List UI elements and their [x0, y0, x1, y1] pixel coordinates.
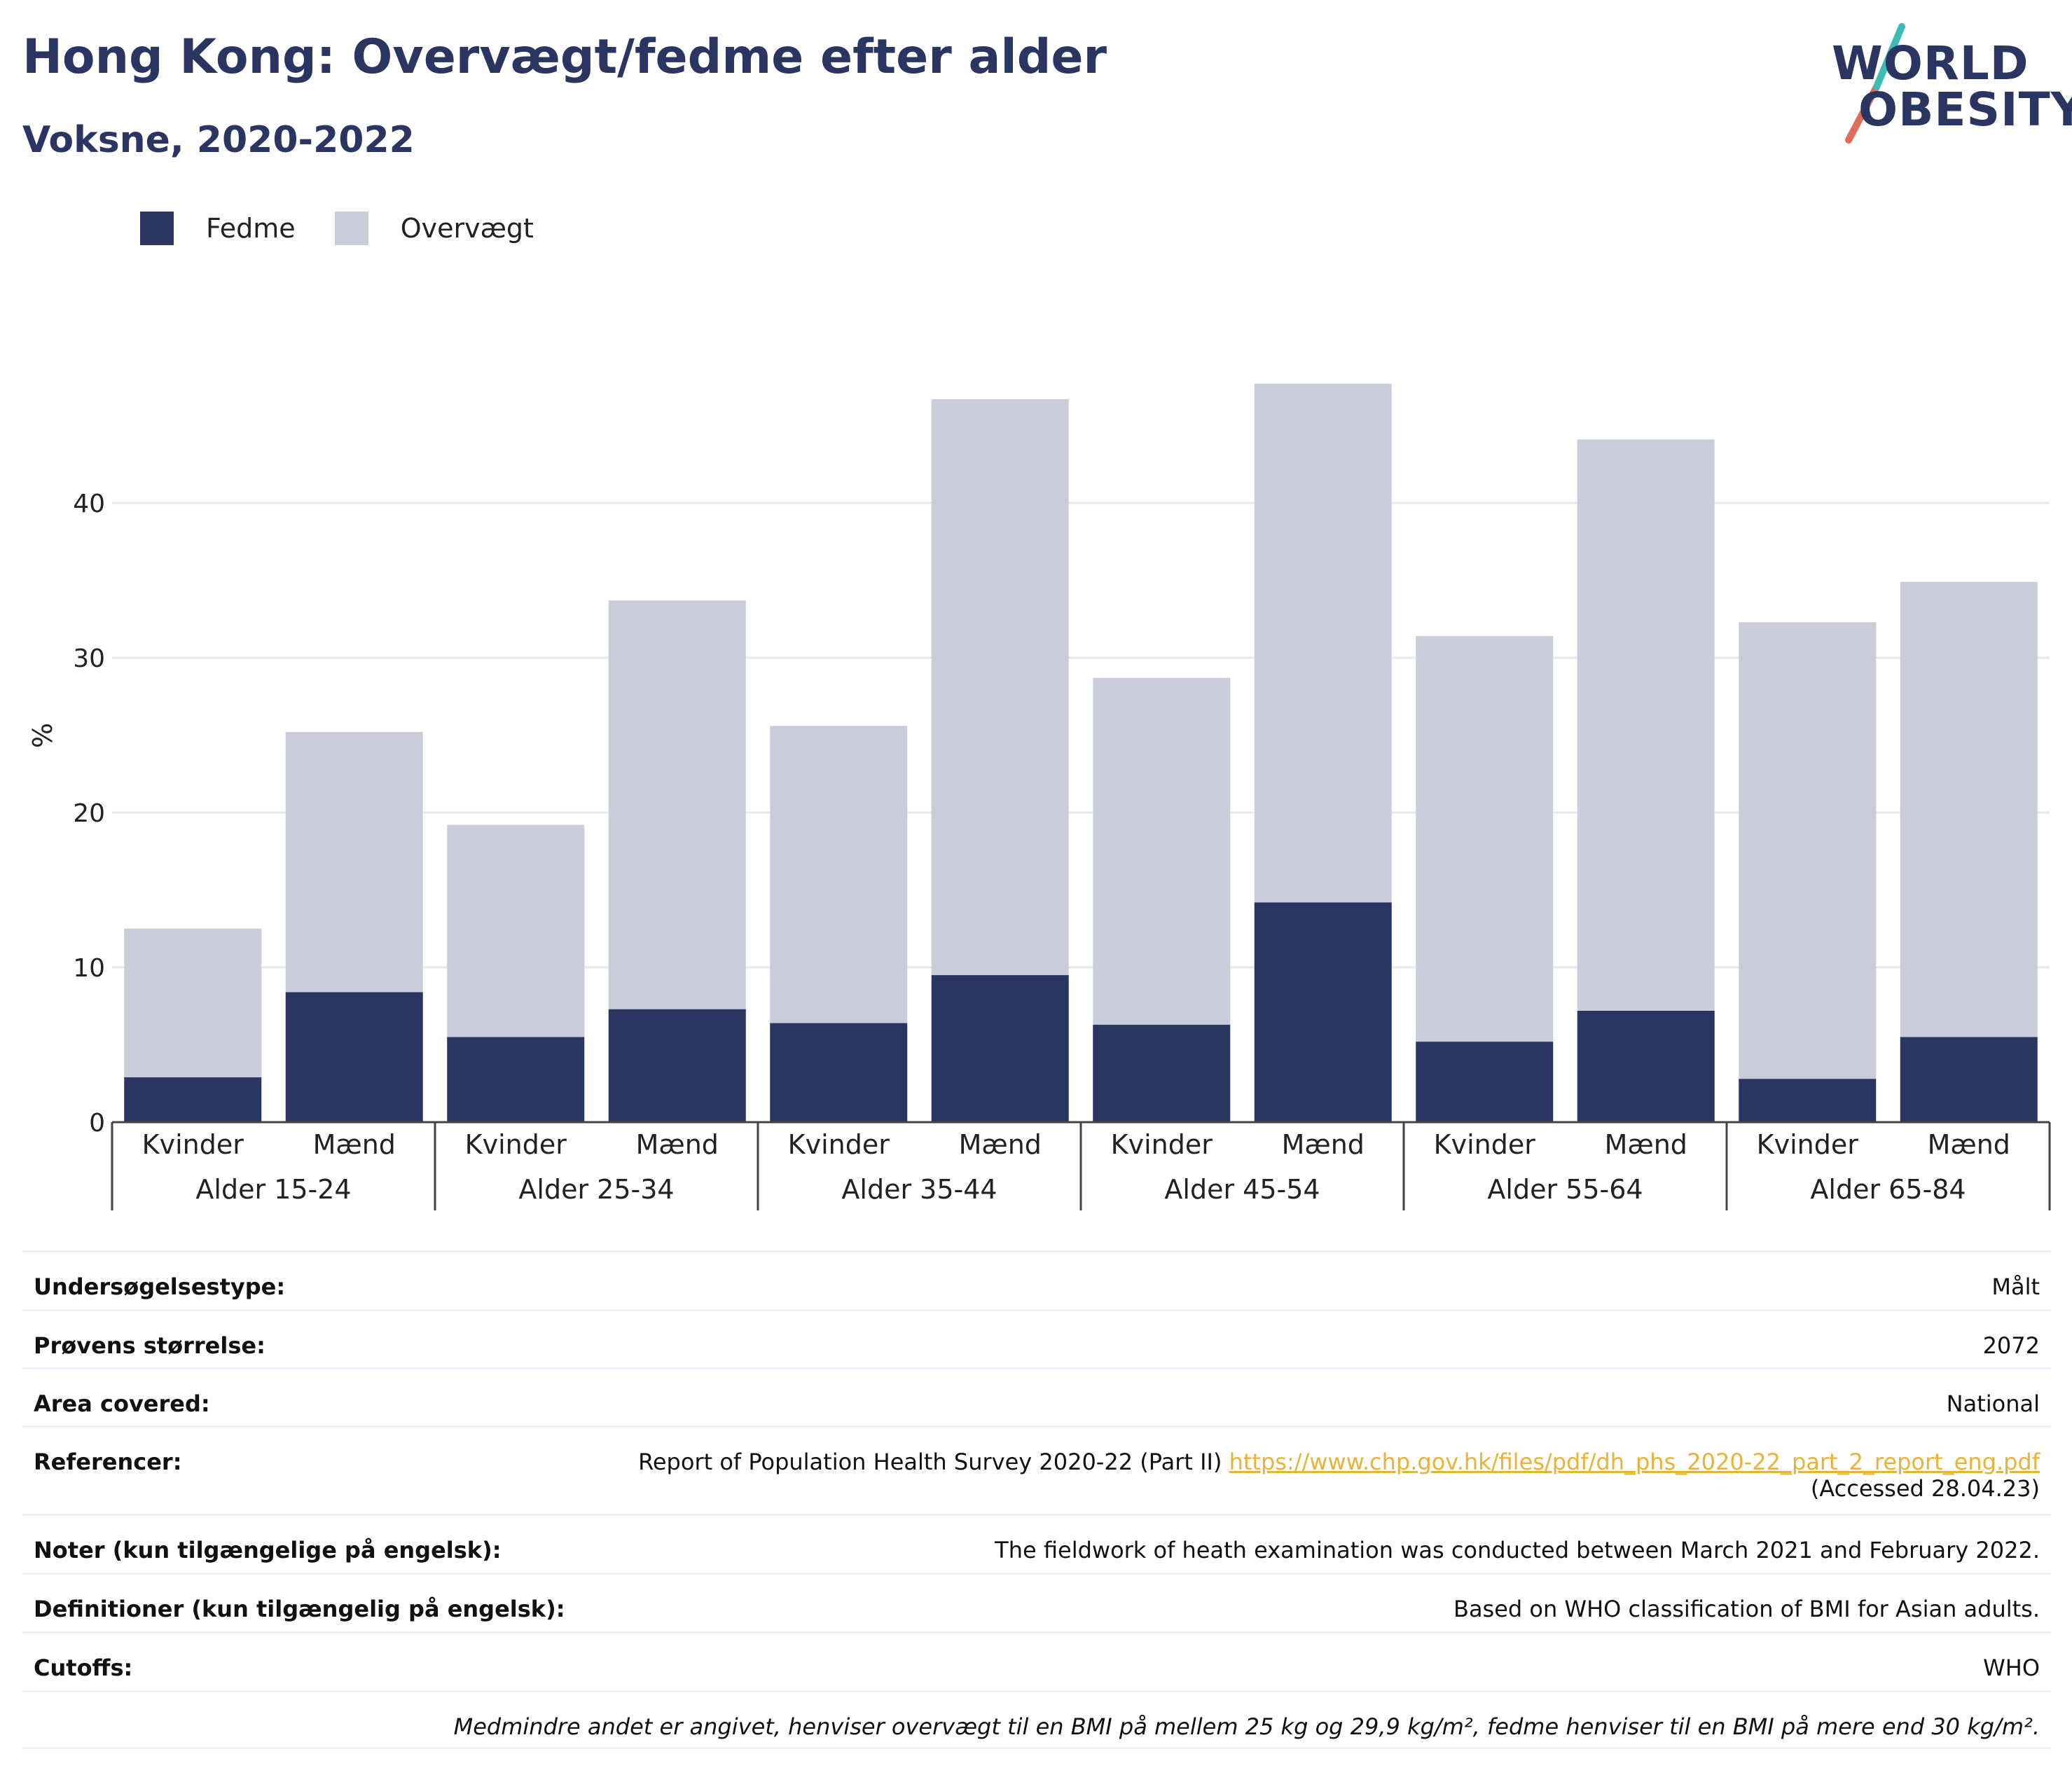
y-axis-label: %: [27, 723, 58, 748]
info-row-definitions: Definitioner (kun tilgængelig på engelsk…: [22, 1573, 2051, 1631]
info-row-sample-size: Prøvens størrelse: 2072: [22, 1309, 2051, 1367]
x-group-label: Alder 15-24: [195, 1174, 351, 1205]
bar-overvaegt: [1416, 636, 1554, 1042]
info-row-footnote: Medmindre andet er angivet, henviser ove…: [22, 1690, 2051, 1749]
bar-fedme: [931, 975, 1069, 1122]
info-value: The fieldwork of heath examination was c…: [995, 1537, 2040, 1563]
bar-fedme: [1254, 902, 1392, 1122]
x-group-label: Alder 45-54: [1164, 1174, 1320, 1205]
logo-line2: OBESITY: [1858, 83, 2072, 137]
bar-overvaegt: [1739, 622, 1877, 1079]
info-label: Definitioner (kun tilgængelig på engelsk…: [34, 1596, 565, 1622]
bar-fedme: [770, 1023, 908, 1122]
info-value: 2072: [1982, 1332, 2040, 1359]
legend-item-overvaegt[interactable]: Overvægt: [334, 212, 534, 245]
info-row-notes: Noter (kun tilgængelige på engelsk): The…: [22, 1514, 2051, 1573]
bar-chart: 0 10 20 30 40% Kvinder Mænd Kvinder Mænd Kvinder M…: [27, 383, 2051, 1210]
info-label: Prøvens størrelse:: [34, 1332, 265, 1359]
x-tick-label-sex: Mænd: [1605, 1129, 1687, 1160]
x-tick-label-sex: Kvinder: [465, 1129, 567, 1160]
page-title: Hong Kong: Overvægt/fedme efter alder: [22, 29, 1107, 85]
legend-item-fedme[interactable]: Fedme: [140, 212, 296, 245]
info-row-references: Referencer: Report of Population Health …: [22, 1425, 2051, 1514]
info-label: Area covered:: [34, 1390, 210, 1417]
x-tick-label-sex: Kvinder: [788, 1129, 890, 1160]
x-tick-label-sex: Kvinder: [1434, 1129, 1536, 1160]
x-tick-label-sex: Kvinder: [1111, 1129, 1213, 1160]
bar-overvaegt: [1577, 439, 1715, 1011]
x-group-label: Alder 55-64: [1487, 1174, 1643, 1205]
bar-fedme: [1577, 1010, 1715, 1122]
info-row-cutoffs: Cutoffs: WHO: [22, 1631, 2051, 1690]
x-group-label: Alder 25-34: [518, 1174, 674, 1205]
footnote-text: Medmindre andet er angivet, henviser ove…: [453, 1713, 2040, 1740]
info-value: Målt: [1991, 1273, 2040, 1300]
bar-overvaegt: [285, 732, 423, 993]
bar-overvaegt: [1093, 677, 1231, 1025]
info-value: Based on WHO classification of BMI for A…: [1453, 1596, 2040, 1622]
info-row-area: Area covered: National: [22, 1367, 2051, 1425]
chart-legend: Fedme Overvægt: [140, 210, 573, 247]
x-tick-label-sex: Mænd: [1282, 1129, 1365, 1160]
info-value: Report of Population Health Survey 2020-…: [638, 1449, 2040, 1502]
bar-overvaegt: [1254, 383, 1392, 903]
info-value: WHO: [1983, 1655, 2040, 1681]
bar-fedme: [1416, 1042, 1554, 1122]
page-subtitle: Voksne, 2020-2022: [22, 119, 415, 161]
info-value: National: [1946, 1390, 2040, 1417]
bar-fedme: [608, 1009, 746, 1122]
reference-text: Report of Population Health Survey 2020-…: [638, 1449, 1229, 1475]
bar-overvaegt: [124, 928, 262, 1077]
bar-fedme: [285, 992, 423, 1122]
legend-swatch-fedme: [140, 212, 174, 245]
bar-overvaegt: [931, 399, 1069, 976]
bar-fedme: [1093, 1024, 1231, 1122]
bar-overvaegt: [1900, 581, 2038, 1037]
x-tick-label-sex: Mænd: [636, 1129, 719, 1160]
x-tick-label-sex: Kvinder: [142, 1129, 244, 1160]
legend-label-overvaegt: Overvægt: [400, 213, 534, 244]
bar-overvaegt: [770, 726, 908, 1023]
logo-line1: WORLD: [1832, 36, 2029, 90]
x-group-label: Alder 65-84: [1810, 1174, 1966, 1205]
x-group-label: Alder 35-44: [841, 1174, 997, 1205]
x-tick-label-sex: Kvinder: [1757, 1129, 1859, 1160]
legend-swatch-overvaegt: [334, 212, 368, 245]
bar-fedme: [124, 1077, 262, 1122]
bar-overvaegt: [608, 600, 746, 1009]
info-label: Cutoffs:: [34, 1655, 133, 1681]
reference-accessed: (Accessed 28.04.23): [1810, 1475, 2040, 1502]
reference-link[interactable]: https://www.chp.gov.hk/files/pdf/dh_phs_…: [1229, 1449, 2040, 1475]
info-label: Undersøgelsestype:: [34, 1273, 286, 1300]
info-table: Undersøgelsestype: Målt Prøvens størrels…: [22, 1250, 2051, 1749]
bar-fedme: [447, 1037, 585, 1122]
y-tick-label: 10: [73, 954, 105, 983]
y-tick-label: 40: [73, 490, 105, 518]
y-tick-label: 0: [89, 1109, 105, 1138]
y-tick-label: 30: [73, 644, 105, 673]
world-obesity-logo: WORLD OBESITY: [1832, 21, 2072, 147]
bar-fedme: [1900, 1037, 2038, 1122]
x-tick-label-sex: Mænd: [959, 1129, 1042, 1160]
bar-overvaegt: [447, 824, 585, 1037]
legend-label-fedme: Fedme: [206, 213, 296, 244]
logo-slash-icon: [1845, 23, 1905, 144]
x-tick-label-sex: Mænd: [1928, 1129, 2010, 1160]
bar-fedme: [1739, 1079, 1877, 1122]
info-row-survey-type: Undersøgelsestype: Målt: [22, 1250, 2051, 1309]
y-tick-label: 20: [73, 799, 105, 828]
info-label: Noter (kun tilgængelige på engelsk):: [34, 1537, 502, 1563]
info-label: Referencer:: [34, 1449, 182, 1475]
x-tick-label-sex: Mænd: [313, 1129, 396, 1160]
